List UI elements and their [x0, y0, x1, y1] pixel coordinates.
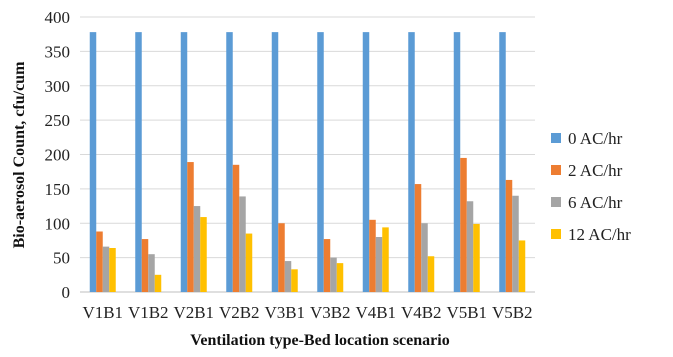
bar-12-ac-hr-v2b1 [200, 217, 207, 292]
bar-2-ac-hr-v4b2 [414, 184, 422, 292]
y-tick-label: 300 [45, 77, 71, 96]
x-tick-label: V3B2 [310, 303, 351, 322]
legend-swatch [551, 133, 561, 143]
bar-6-ac-hr-v1b2 [148, 254, 155, 292]
bar-12-ac-hr-v1b2 [154, 274, 162, 292]
bar-0-ac-hr-v3b1 [271, 32, 279, 292]
y-tick-label: 250 [45, 111, 71, 130]
bar-12-ac-hr-v3b1 [291, 269, 298, 292]
y-tick-label: 400 [45, 8, 71, 27]
x-tick-label: V1B2 [128, 303, 169, 322]
bar-0-ac-hr-v5b2 [499, 32, 506, 292]
bar-0-ac-hr-v4b2 [408, 32, 415, 292]
x-tick-label: V2B2 [219, 303, 260, 322]
legend-swatch [551, 229, 561, 239]
bar-0-ac-hr-v4b1 [362, 32, 370, 292]
bar-2-ac-hr-v5b2 [505, 179, 513, 292]
x-tick-label: V4B1 [355, 303, 396, 322]
bar-12-ac-hr-v5b2 [518, 240, 526, 292]
x-tick-label: V2B1 [173, 303, 214, 322]
x-tick-label: V5B2 [492, 303, 533, 322]
legend-label: 0 AC/hr [568, 129, 623, 148]
bar-2-ac-hr-v2b1 [187, 162, 194, 292]
bar-6-ac-hr-v4b2 [421, 223, 428, 292]
y-tick-label: 100 [45, 214, 71, 233]
x-tick-label: V1B1 [82, 303, 123, 322]
y-axis-ticks: 0 50 100 150 200 250 300 350 400 [45, 8, 71, 302]
legend-swatch [551, 197, 561, 207]
bar-2-ac-hr-v1b1 [96, 231, 103, 292]
x-tick-label: V4B2 [401, 303, 442, 322]
bar-2-ac-hr-v4b1 [369, 219, 376, 292]
bar-0-ac-hr-v5b1 [453, 32, 461, 292]
bar-6-ac-hr-v2b1 [193, 206, 201, 292]
bar-6-ac-hr-v3b2 [330, 257, 337, 292]
bar-2-ac-hr-v5b1 [460, 157, 467, 292]
x-tick-label: V3B1 [264, 303, 305, 322]
bar-6-ac-hr-v2b2 [239, 196, 246, 292]
bar-0-ac-hr-v1b1 [89, 32, 97, 292]
bar-6-ac-hr-v5b1 [466, 201, 474, 292]
legend-swatch [551, 165, 561, 175]
x-axis-title: Ventilation type-Bed location scenario [190, 332, 449, 349]
bar-0-ac-hr-v2b2 [226, 32, 233, 292]
bar-0-ac-hr-v1b2 [135, 32, 142, 292]
bar-2-ac-hr-v2b2 [232, 164, 240, 292]
x-tick-label: V5B1 [446, 303, 487, 322]
y-axis-title: Bio-aerosol Count, cfu/cum [11, 61, 28, 248]
gridlines [80, 16, 535, 293]
bar-0-ac-hr-v2b1 [180, 32, 188, 292]
x-axis-ticks: V1B1 V1B2 V2B1 V2B2 V3B1 V3B2 V4B1 V4B2 V5B1 V5B2 [82, 303, 532, 322]
bar-2-ac-hr-v3b2 [323, 239, 331, 292]
legend-label: 6 AC/hr [568, 193, 623, 212]
bar-6-ac-hr-v4b1 [375, 237, 383, 292]
legend-label: 12 AC/hr [568, 225, 631, 244]
legend: 0 AC/hr 2 AC/hr 6 AC/hr 12 AC/hr [551, 129, 631, 244]
y-tick-label: 200 [45, 146, 71, 165]
bar-6-ac-hr-v1b1 [102, 246, 110, 292]
bar-6-ac-hr-v5b2 [512, 195, 519, 292]
y-tick-label: 0 [62, 283, 71, 302]
legend-label: 2 AC/hr [568, 161, 623, 180]
y-tick-label: 50 [53, 249, 70, 268]
bars [89, 32, 526, 292]
bar-0-ac-hr-v3b2 [317, 32, 324, 292]
bar-12-ac-hr-v5b1 [473, 223, 480, 292]
y-tick-label: 150 [45, 180, 71, 199]
y-tick-label: 350 [45, 42, 71, 61]
bar-2-ac-hr-v3b1 [278, 223, 285, 292]
bar-6-ac-hr-v3b1 [284, 261, 292, 292]
bar-12-ac-hr-v4b2 [427, 256, 435, 292]
bar-12-ac-hr-v4b1 [382, 227, 389, 292]
bar-2-ac-hr-v1b2 [141, 239, 149, 292]
bar-12-ac-hr-v3b2 [336, 263, 344, 292]
bar-12-ac-hr-v2b2 [245, 233, 253, 292]
bar-12-ac-hr-v1b1 [109, 248, 116, 292]
